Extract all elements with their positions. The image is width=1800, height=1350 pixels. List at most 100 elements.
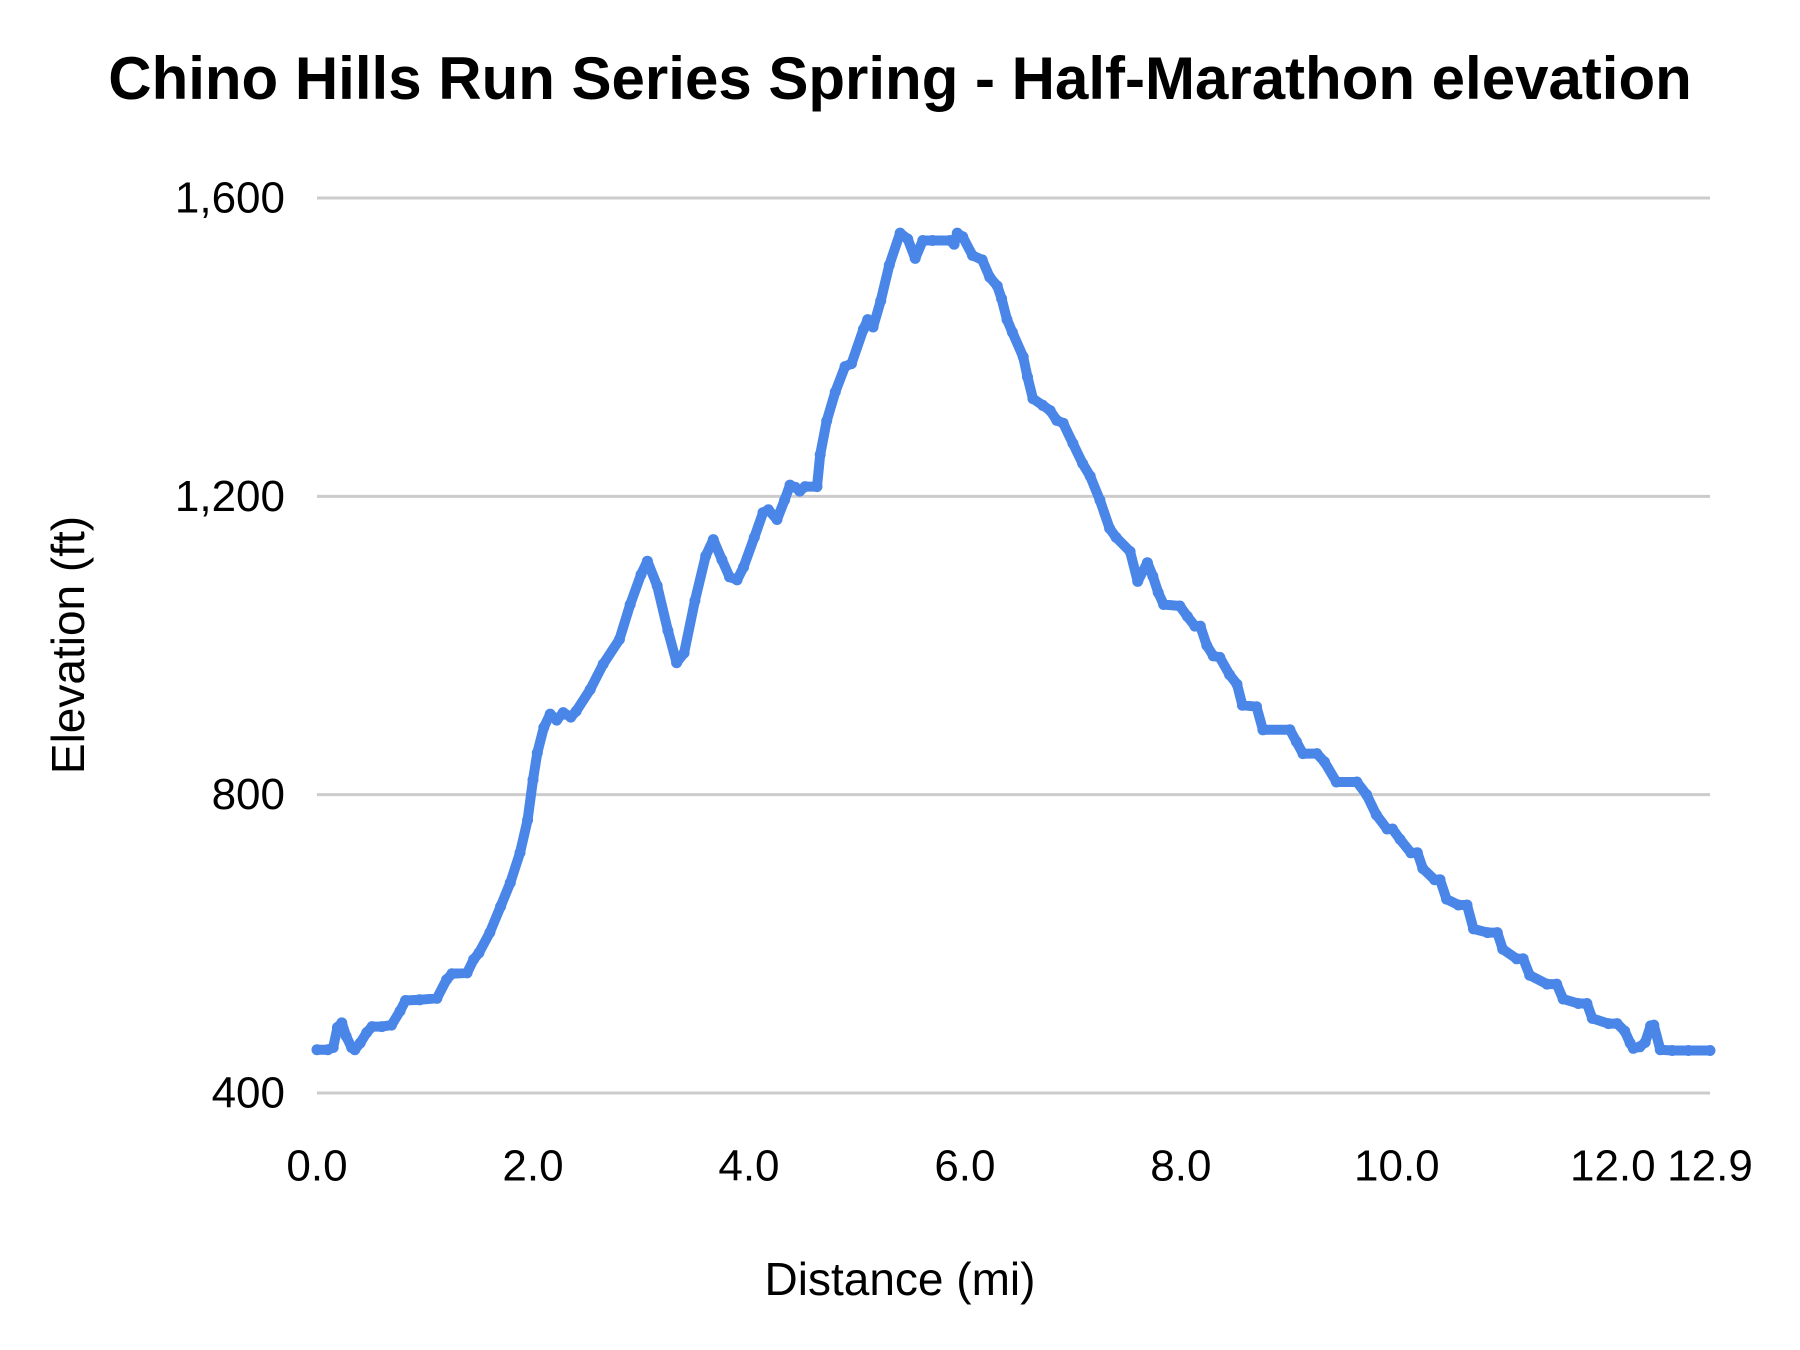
data-point-marker	[894, 227, 906, 239]
data-point-marker	[1330, 776, 1342, 788]
data-point-marker	[1639, 1036, 1651, 1048]
data-point-marker	[671, 657, 683, 669]
data-point-marker	[1236, 699, 1248, 711]
data-point-marker	[846, 358, 857, 370]
x-tick-label: 6.0	[934, 1142, 995, 1191]
data-point-marker	[829, 386, 841, 398]
x-tick-label: 12.9	[1667, 1142, 1753, 1191]
data-point-marker	[967, 249, 978, 261]
y-tick-label: 1,200	[175, 472, 285, 521]
data-point-marker	[414, 994, 426, 1006]
data-point-marker	[1361, 789, 1373, 801]
data-point-marker	[1704, 1045, 1716, 1056]
data-point-marker	[1370, 809, 1382, 821]
elevation-line-markers	[311, 227, 1716, 1056]
data-point-marker	[662, 625, 674, 637]
data-point-marker	[1158, 599, 1170, 610]
data-point-marker	[996, 293, 1008, 305]
data-point-marker	[707, 534, 719, 546]
data-point-marker	[1251, 701, 1262, 713]
data-point-marker	[1141, 557, 1153, 569]
data-point-marker	[1524, 969, 1536, 981]
data-point-marker	[394, 1005, 406, 1017]
data-point-marker	[867, 321, 879, 333]
data-point-marker	[716, 554, 728, 566]
data-point-marker	[1497, 943, 1509, 955]
data-point-marker	[984, 271, 996, 283]
data-point-marker	[1044, 405, 1056, 417]
data-point-marker	[1619, 1025, 1631, 1037]
data-point-marker	[738, 561, 749, 573]
data-point-marker	[857, 323, 869, 335]
data-point-marker	[1351, 776, 1363, 788]
y-tick-label: 1,600	[175, 174, 285, 223]
data-point-marker	[311, 1044, 323, 1056]
data-point-marker	[1084, 470, 1096, 482]
data-point-marker	[1297, 748, 1309, 760]
data-point-marker	[504, 877, 516, 889]
data-point-marker	[613, 634, 625, 645]
data-point-marker	[1290, 736, 1302, 748]
data-point-marker	[1387, 823, 1398, 835]
data-point-marker	[821, 415, 833, 427]
data-point-marker	[883, 259, 895, 271]
data-point-marker	[1006, 326, 1018, 338]
data-point-marker	[1124, 546, 1136, 557]
data-point-marker	[1666, 1045, 1678, 1056]
data-point-marker	[814, 449, 826, 461]
x-axis-title: Distance (mi)	[764, 1253, 1036, 1305]
data-point-marker	[531, 747, 543, 759]
data-point-marker	[570, 705, 582, 717]
data-point-marker	[340, 1030, 352, 1042]
data-point-marker	[1417, 863, 1429, 874]
data-point-marker	[991, 280, 1003, 292]
data-point-marker	[779, 494, 791, 506]
data-point-marker	[875, 295, 887, 307]
data-point-marker	[1022, 371, 1033, 383]
data-point-marker	[473, 947, 485, 959]
data-point-marker	[651, 580, 663, 592]
data-point-marker	[336, 1017, 348, 1029]
data-point-marker	[635, 569, 647, 581]
data-point-marker	[731, 574, 743, 586]
data-point-marker	[431, 992, 443, 1004]
data-point-marker	[917, 235, 929, 246]
data-point-marker	[689, 595, 701, 607]
data-point-marker	[484, 927, 496, 939]
elevation-line	[312, 228, 1715, 1056]
data-point-marker	[771, 514, 783, 525]
data-point-marker	[1551, 978, 1563, 990]
data-point-marker	[1319, 756, 1330, 768]
data-point-marker	[1581, 998, 1593, 1009]
data-point-marker	[1603, 1018, 1614, 1030]
data-point-marker	[1311, 748, 1323, 760]
data-point-marker	[1394, 833, 1406, 845]
data-point-marker	[1104, 522, 1116, 534]
data-point-marker	[624, 599, 636, 610]
data-point-marker	[327, 1042, 339, 1053]
x-tick-label: 4.0	[718, 1142, 779, 1191]
data-point-marker	[1147, 570, 1159, 582]
data-point-marker	[1517, 953, 1529, 965]
data-point-marker	[1441, 893, 1452, 905]
data-point-marker	[1094, 494, 1106, 506]
data-point-marker	[1452, 899, 1464, 911]
data-point-marker	[976, 254, 988, 266]
data-point-marker	[1461, 899, 1473, 911]
data-point-marker	[1482, 927, 1494, 939]
data-point-marker	[386, 1019, 397, 1031]
data-point-marker	[1017, 351, 1029, 363]
data-point-marker	[1077, 458, 1089, 469]
data-point-marker	[1557, 993, 1569, 1005]
data-point-marker	[1586, 1012, 1598, 1024]
data-point-marker	[527, 774, 539, 786]
data-point-marker	[461, 967, 473, 979]
data-point-marker	[1541, 978, 1553, 990]
x-tick-label: 12.0	[1570, 1142, 1656, 1191]
x-tick-label: 8.0	[1150, 1142, 1211, 1191]
data-point-marker	[1434, 874, 1446, 886]
data-point-marker	[678, 647, 690, 659]
data-point-marker	[446, 968, 458, 980]
